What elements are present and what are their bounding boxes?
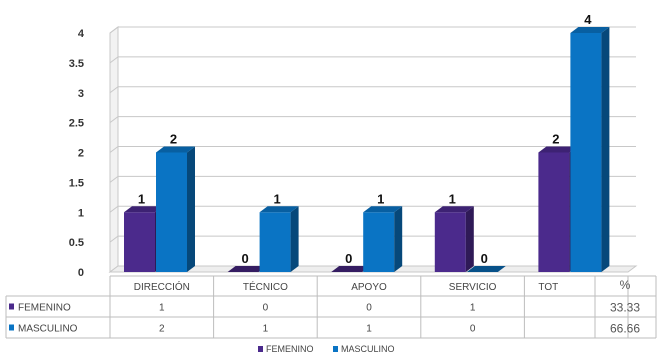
gridline <box>109 146 636 153</box>
y-axis: 0 0.5 1 1.5 2 2.5 3 3.5 4 <box>69 28 85 279</box>
bar-femenino <box>227 266 267 272</box>
data-label-masculino: 1 <box>377 191 384 206</box>
table-cell: 1 <box>263 324 269 335</box>
bar-top <box>538 146 578 153</box>
data-label-femenino: 0 <box>345 251 352 266</box>
percent-value: 66.66 <box>610 322 640 336</box>
bar-masculino <box>570 27 610 272</box>
table-cell: 2 <box>159 324 165 335</box>
bar-zero <box>227 266 267 272</box>
bar-femenino <box>331 266 371 272</box>
bar-zero <box>331 266 371 272</box>
bar-top <box>156 146 195 153</box>
y-tick-label: 0 <box>78 267 84 279</box>
gridline <box>109 175 636 183</box>
bar-top <box>570 27 610 33</box>
bar-side <box>394 206 403 272</box>
bar-masculino <box>259 206 299 272</box>
bar-front <box>570 33 602 272</box>
y-tick-label: 4 <box>78 28 85 40</box>
bar-side <box>187 146 195 272</box>
table-cell: 0 <box>263 303 269 314</box>
data-label-femenino: 1 <box>138 191 145 206</box>
legend-label-masculino: MASCULINO <box>341 344 395 354</box>
y-tick-label: 2.5 <box>69 118 84 130</box>
data-label-masculino: 1 <box>273 191 280 206</box>
bar-masculino <box>363 206 403 272</box>
table-cell: 1 <box>366 324 372 335</box>
data-label-masculino: 4 <box>584 12 592 27</box>
bar-front <box>434 212 466 272</box>
data-labels: 1 2 0 1 0 1 1 0 2 4 <box>138 12 592 266</box>
y-tick-label: 1 <box>78 207 84 219</box>
bar-front <box>156 152 187 272</box>
bar-top <box>124 206 163 213</box>
x-tick-label: APOYO <box>351 282 387 293</box>
data-label-masculino: 2 <box>170 132 177 147</box>
table-cell: 0 <box>366 303 372 314</box>
data-label-femenino: 1 <box>449 191 456 206</box>
bar-front <box>538 152 570 272</box>
x-tick-label: TÉCNICO <box>243 280 288 293</box>
bar-front <box>363 212 395 272</box>
bar-front <box>259 212 291 272</box>
bar-side <box>465 206 474 272</box>
y-tick-label: 0.5 <box>69 237 84 249</box>
percent-value: 33.33 <box>610 301 640 315</box>
bar-zero <box>466 266 506 272</box>
data-label-femenino: 0 <box>241 251 248 266</box>
series-key-femenino <box>9 303 14 310</box>
legend: FEMENINO MASCULINO <box>258 344 395 354</box>
y-tick-label: 2 <box>78 148 84 160</box>
legend-label-femenino: FEMENINO <box>266 344 314 354</box>
series-name: MASCULINO <box>18 324 78 335</box>
x-tick-label: DIRECCIÓN <box>134 280 190 293</box>
table-cell: 1 <box>470 303 476 314</box>
table-cell: 1 <box>159 303 165 314</box>
series-key-masculino <box>9 324 14 331</box>
bar-top <box>363 206 403 213</box>
y-tick-label: 3.5 <box>69 58 84 70</box>
gridline <box>109 86 636 94</box>
bar-side <box>601 27 610 272</box>
gridline <box>109 26 636 34</box>
series-name: FEMENINO <box>18 303 71 314</box>
legend-swatch-femenino <box>258 346 263 352</box>
bar-masculino <box>466 266 506 272</box>
data-label-masculino: 0 <box>481 251 488 266</box>
x-tick-label: TOT <box>538 282 558 293</box>
bar-masculino <box>156 146 195 272</box>
x-tick-label: SERVICIO <box>449 282 497 293</box>
percent-header: % <box>620 278 631 292</box>
y-tick-label: 3 <box>78 88 84 100</box>
table-cell: 0 <box>470 324 476 335</box>
bar-top <box>259 206 299 213</box>
data-label-femenino: 2 <box>552 132 559 147</box>
bars <box>124 27 610 272</box>
gridline <box>109 116 636 124</box>
bar-top <box>434 206 474 213</box>
bar-side <box>290 206 299 272</box>
data-table: DIRECCIÓN TÉCNICO APOYO SERVICIO TOT % FEMENIN… <box>5 275 657 339</box>
bar-femenino <box>434 206 474 272</box>
gridline <box>109 56 636 64</box>
bar-front <box>124 212 155 272</box>
y-tick-label: 1.5 <box>69 177 84 189</box>
legend-swatch-masculino <box>333 346 338 352</box>
